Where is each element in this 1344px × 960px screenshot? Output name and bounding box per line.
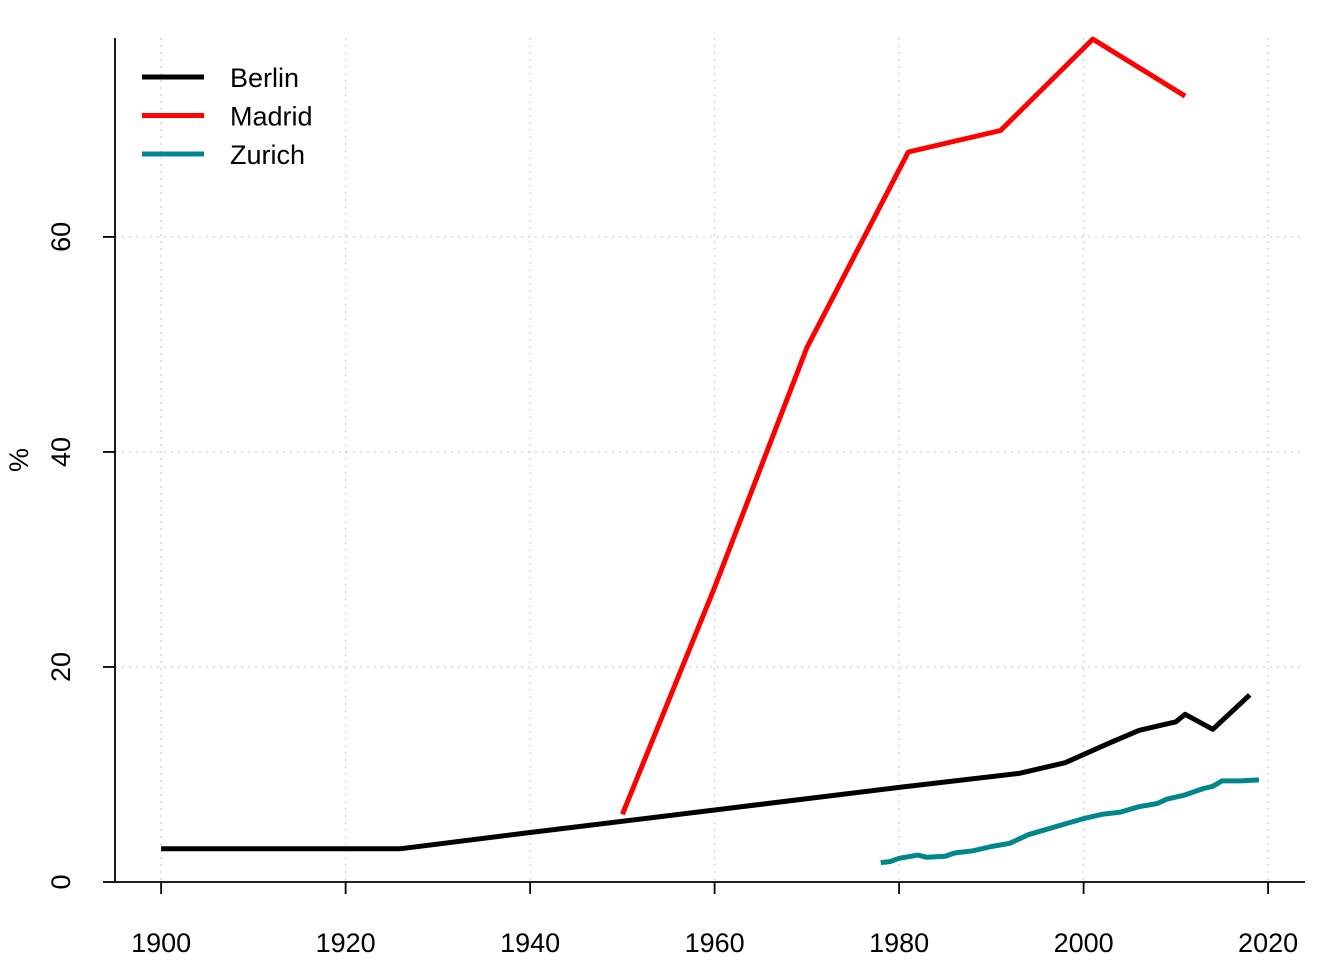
- y-tick-label-20: 20: [46, 652, 76, 682]
- x-tick-label-1900: 1900: [131, 928, 191, 958]
- legend-label-zurich: Zurich: [230, 140, 305, 170]
- series-lines: [161, 36, 1260, 866]
- x-tick-label-1980: 1980: [869, 928, 929, 958]
- y-axis-title: %: [4, 448, 34, 472]
- x-tick-label-2000: 2000: [1054, 928, 1114, 958]
- series-line-zurich: [880, 777, 1260, 866]
- x-tick-label-2020: 2020: [1238, 928, 1298, 958]
- y-tick-label-60: 60: [46, 222, 76, 252]
- x-tick-label-1960: 1960: [685, 928, 745, 958]
- x-tick-label-1920: 1920: [316, 928, 376, 958]
- legend-item-berlin: Berlin: [142, 63, 299, 93]
- y-axis: 0 20 40 60: [46, 38, 116, 890]
- y-axis-ticks: 0 20 40 60: [46, 222, 115, 890]
- series-zurich: [880, 777, 1260, 866]
- series-berlin: [161, 693, 1252, 852]
- x-tick-label-1940: 1940: [500, 928, 560, 958]
- legend-item-zurich: Zurich: [142, 140, 305, 170]
- legend-label-madrid: Madrid: [230, 102, 313, 132]
- series-line-madrid: [620, 36, 1187, 816]
- legend: Berlin Madrid Zurich: [142, 63, 313, 170]
- legend-label-berlin: Berlin: [230, 63, 299, 93]
- y-tick-label-40: 40: [46, 437, 76, 467]
- legend-item-madrid: Madrid: [142, 102, 313, 132]
- vertical-gridlines: [160, 38, 1269, 882]
- x-axis-ticks: 1900 1920 1940 1960 1980 2000 2020: [131, 882, 1298, 958]
- horizontal-gridlines: [115, 236, 1305, 668]
- series-line-berlin: [161, 693, 1252, 852]
- y-tick-label-0: 0: [46, 874, 76, 889]
- series-madrid: [620, 36, 1187, 816]
- x-axis: 1900 1920 1940 1960 1980 2000 2020: [115, 881, 1305, 958]
